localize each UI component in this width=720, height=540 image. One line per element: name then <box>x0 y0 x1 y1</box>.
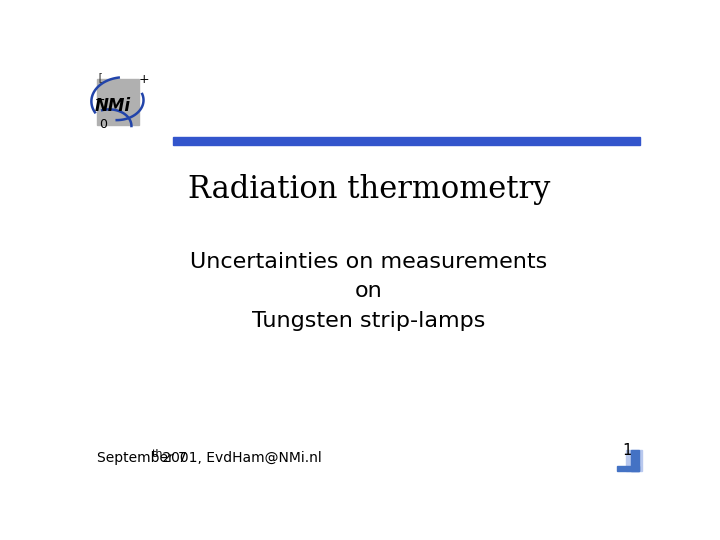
Bar <box>626 450 642 471</box>
Bar <box>173 137 639 145</box>
Text: 2001, EvdHam@NMi.nl: 2001, EvdHam@NMi.nl <box>158 451 322 465</box>
Bar <box>97 78 140 125</box>
Text: Tungsten strip-lamps: Tungsten strip-lamps <box>252 310 486 330</box>
Bar <box>617 465 639 471</box>
Bar <box>631 450 639 471</box>
Text: on: on <box>355 281 383 301</box>
Text: Uncertainties on measurements: Uncertainties on measurements <box>190 252 548 272</box>
Text: NMi: NMi <box>95 97 131 116</box>
Text: th: th <box>151 449 163 459</box>
Text: −: − <box>95 93 106 107</box>
Text: Radiation thermometry: Radiation thermometry <box>188 174 550 205</box>
Text: September 7: September 7 <box>97 451 187 465</box>
Text: +: + <box>139 73 150 86</box>
Text: 1: 1 <box>622 443 631 458</box>
Text: 0: 0 <box>99 118 107 131</box>
Text: [: [ <box>96 72 103 82</box>
